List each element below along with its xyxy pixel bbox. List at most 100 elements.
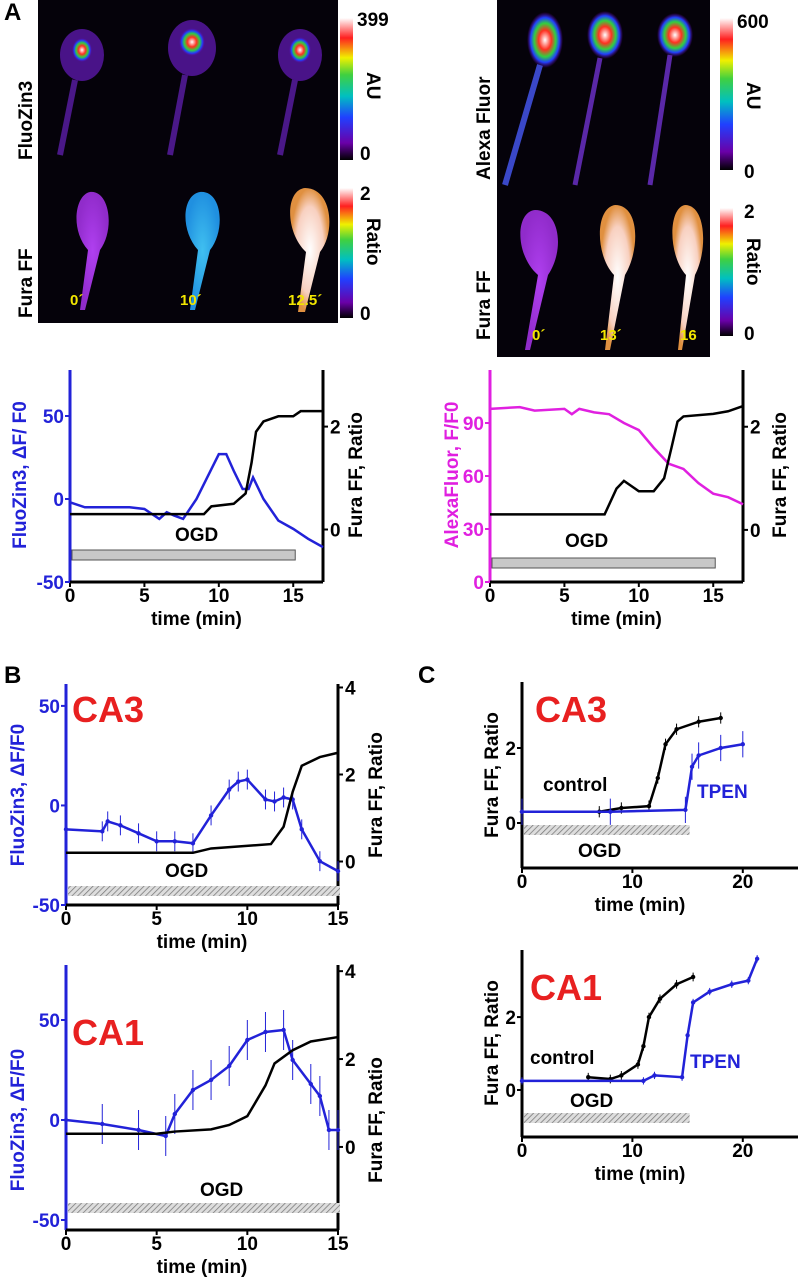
x-tick-label: 0 bbox=[65, 586, 76, 607]
x-tick-label: 5 bbox=[151, 1234, 162, 1255]
time-label: 10´ bbox=[180, 292, 202, 309]
y-axis-label: Fura FF, Ratio bbox=[482, 712, 503, 838]
x-tick-label: 20 bbox=[732, 872, 753, 893]
y-tick-label: 50 bbox=[39, 697, 60, 718]
y-tick-label: -50 bbox=[33, 1211, 60, 1232]
colorbar-alexa bbox=[720, 18, 733, 170]
x-tick-label: 20 bbox=[732, 1141, 753, 1162]
time-label: 12.5´ bbox=[288, 292, 322, 309]
fura-ff-frames-right bbox=[520, 205, 704, 350]
x-axis-label: time (min) bbox=[595, 895, 686, 916]
x-axis-label: time (min) bbox=[571, 609, 662, 630]
x-tick-label: 0 bbox=[517, 872, 528, 893]
y-tick-label: 2 bbox=[505, 739, 516, 760]
y2-tick-label: 2 bbox=[345, 1050, 356, 1071]
x-tick-label: 10 bbox=[237, 909, 258, 930]
x-tick-label: 5 bbox=[559, 586, 570, 607]
y-tick-label: 0 bbox=[505, 1081, 516, 1102]
y2-tick-label: 4 bbox=[345, 678, 356, 699]
x-tick-label: 10 bbox=[208, 586, 229, 607]
fluozin3-frames bbox=[57, 20, 322, 156]
colorbar-unit: AU bbox=[362, 72, 383, 99]
y2-tick-label: 0 bbox=[345, 852, 356, 873]
ogd-label: OGD bbox=[570, 1091, 613, 1112]
x-tick-label: 10 bbox=[622, 1141, 643, 1162]
alexa-fluor-frames bbox=[502, 11, 693, 186]
panel-letter-a: A bbox=[4, 0, 21, 26]
time-label: 0´ bbox=[70, 292, 83, 309]
series-line-fura-ff bbox=[70, 409, 323, 516]
y-axis-label: Fura FF, Ratio bbox=[482, 980, 503, 1106]
y-axis-label: FluoZin3, ΔF/ F0 bbox=[10, 401, 31, 549]
image-group-left: 399 AU 0 2 Ratio 0 FluoZin3 Fura FF 0´ 1… bbox=[16, 0, 389, 325]
colorbar-max: 600 bbox=[737, 12, 769, 33]
x-tick-label: 10 bbox=[622, 872, 643, 893]
colorbar-ratio-left bbox=[340, 188, 353, 318]
series-label: TPEN bbox=[697, 782, 748, 803]
x-tick-label: 10 bbox=[237, 1234, 258, 1255]
series-line-fluozin3 bbox=[65, 778, 339, 873]
fura-ff-frames-left bbox=[76, 188, 330, 312]
y-tick-label: 50 bbox=[39, 1011, 60, 1032]
series-line-tpen bbox=[522, 743, 744, 813]
x-tick-label: 0 bbox=[485, 586, 496, 607]
y2-tick-label: 0 bbox=[330, 521, 341, 542]
series-line-fura-ff bbox=[66, 751, 339, 855]
y-tick-label: 0 bbox=[53, 490, 64, 511]
colorbar-ratio-right bbox=[720, 208, 733, 336]
x-tick-label: 15 bbox=[327, 1234, 349, 1255]
y-tick-label: 50 bbox=[43, 407, 64, 428]
series-label: control bbox=[530, 1048, 594, 1069]
time-label: 0´ bbox=[532, 327, 545, 344]
colorbar-min: 0 bbox=[744, 162, 755, 183]
colorbar-min: 0 bbox=[744, 324, 755, 345]
chart-a-right-main: 0 5 10 15 0 30 60 90 0 2 time (min) AlexaFluor, F/F… bbox=[442, 370, 791, 630]
colorbar-fluozin3 bbox=[340, 18, 353, 160]
y-tick-label: 0 bbox=[49, 1111, 60, 1132]
x-tick-label: 10 bbox=[628, 586, 649, 607]
series-line-fluozin3 bbox=[69, 452, 324, 549]
region-label: CA1 bbox=[530, 967, 602, 1008]
row-label: FluoZin3 bbox=[16, 81, 37, 160]
colorbar-max: 2 bbox=[360, 184, 371, 205]
y-tick-label: 2 bbox=[505, 1008, 516, 1029]
colorbar-max: 399 bbox=[357, 10, 389, 31]
y-tick-label: 0 bbox=[473, 573, 484, 594]
panel-letter-c: C bbox=[418, 662, 435, 689]
colorbar-min: 0 bbox=[360, 144, 371, 165]
y2-tick-label: 4 bbox=[345, 962, 356, 983]
ogd-bar bbox=[524, 1113, 690, 1123]
colorbar-max: 2 bbox=[744, 202, 755, 223]
y2-axis-label: Fura FF, Ratio bbox=[770, 412, 791, 538]
y2-tick-label: 2 bbox=[345, 765, 356, 786]
x-tick-label: 15 bbox=[703, 586, 725, 607]
series-line-alexafluor bbox=[489, 405, 744, 506]
ogd-label: OGD bbox=[175, 525, 218, 546]
y2-axis-label: Fura FF, Ratio bbox=[366, 1057, 387, 1183]
y2-tick-label: 2 bbox=[750, 418, 761, 439]
y-axis-label: FluoZin3, ΔF/F0 bbox=[8, 1049, 29, 1191]
x-tick-label: 5 bbox=[139, 586, 150, 607]
colorbar-unit: Ratio bbox=[362, 218, 383, 266]
y-tick-label: -50 bbox=[33, 896, 60, 917]
y-tick-label: 30 bbox=[463, 520, 484, 541]
ogd-bar bbox=[68, 1203, 340, 1213]
ogd-bar bbox=[524, 825, 690, 835]
row-label: Fura FF bbox=[16, 248, 37, 318]
chart-c-ca3: 0 10 20 0 2 time (min) Fura FF, Ratio OGD CA3 con… bbox=[482, 682, 798, 916]
ogd-label: OGD bbox=[565, 531, 608, 552]
series-label: TPEN bbox=[690, 1052, 741, 1073]
ogd-bar bbox=[491, 557, 716, 569]
region-label: CA3 bbox=[535, 689, 607, 730]
x-axis-label: time (min) bbox=[595, 1164, 686, 1185]
x-tick-label: 0 bbox=[517, 1141, 528, 1162]
series-line-control bbox=[588, 975, 694, 1081]
colorbar-unit: Ratio bbox=[742, 238, 763, 286]
ogd-label: OGD bbox=[578, 841, 621, 862]
series-line-fura-ff bbox=[66, 1035, 339, 1136]
region-label: CA3 bbox=[72, 689, 144, 730]
